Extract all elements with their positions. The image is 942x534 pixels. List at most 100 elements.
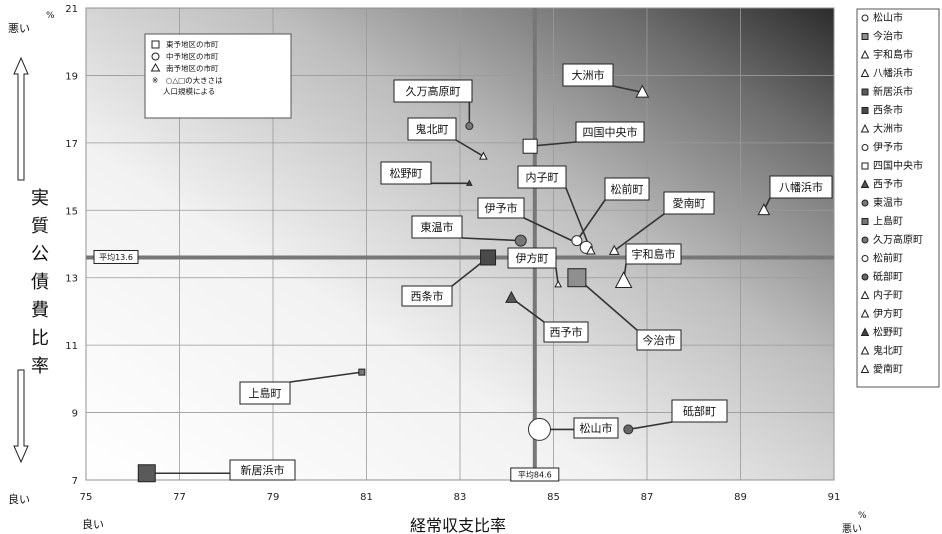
- point-label: 内子町: [526, 170, 559, 184]
- legend-marker: [861, 273, 869, 281]
- legend-entry: 伊予市: [873, 141, 903, 154]
- point-label-box: [663, 191, 715, 215]
- point-label: 今治市: [643, 333, 676, 347]
- x-tick-label: 87: [641, 492, 654, 503]
- legend-entry: 鬼北町: [873, 344, 903, 357]
- point-label: 砥部町: [683, 404, 716, 418]
- inset-legend-text: 南予地区の市町: [166, 63, 219, 73]
- legend-entry: 今治市: [873, 30, 903, 43]
- y-tick-label: 9: [72, 409, 78, 420]
- point-label: 西条市: [411, 289, 444, 303]
- point-label: 久万高原町: [406, 84, 461, 98]
- y-good-label: 良い: [8, 492, 30, 506]
- point-label-box: [625, 243, 682, 265]
- inset-legend-text: 中予地区の市町: [166, 51, 219, 61]
- point-label: 大洲市: [572, 68, 605, 82]
- point-3: [757, 203, 771, 216]
- legend-entry: 西条市: [873, 104, 903, 117]
- legend-marker: [861, 199, 869, 207]
- point-label-box: [636, 329, 682, 351]
- legend-entry: 東温市: [873, 196, 903, 209]
- legend-marker: [860, 68, 870, 77]
- x-unit-label: %: [858, 511, 867, 521]
- point-2: [614, 271, 633, 288]
- x-tick-label: 91: [828, 492, 841, 503]
- x-good-label: 良い: [82, 517, 104, 531]
- leader-line: [613, 213, 665, 252]
- y-axis-title-char: 公: [31, 244, 49, 265]
- point-label-box: [411, 215, 463, 239]
- point-label: 新居浜市: [241, 463, 285, 477]
- legend-entry: 西予市: [873, 178, 903, 191]
- point-label: 四国中央市: [583, 125, 638, 139]
- point-label-box: [239, 381, 291, 405]
- leader-line: [576, 199, 606, 242]
- down-arrow-icon: [13, 369, 29, 464]
- point-label: 東温市: [421, 220, 454, 234]
- x-tick-label: 75: [80, 492, 93, 503]
- legend-marker: [861, 88, 869, 96]
- legend-entry: 上島町: [873, 215, 903, 228]
- point-label-box: [769, 175, 833, 199]
- point-label-box: [229, 459, 296, 481]
- y-tick-label: 21: [65, 4, 78, 15]
- x-tick-label: 85: [547, 492, 560, 503]
- average-y-label-box: [93, 249, 139, 264]
- y-tick-label: 17: [65, 139, 78, 150]
- point-label: 西予市: [550, 325, 583, 339]
- point-label-box: [517, 165, 567, 189]
- point-label-box: [575, 121, 645, 143]
- point-label: 伊予市: [485, 201, 518, 215]
- x-tick-label: 81: [360, 492, 373, 503]
- point-label: 愛南町: [673, 197, 706, 210]
- leader-line: [530, 141, 577, 148]
- leader-line: [628, 421, 673, 431]
- point-label-box: [573, 417, 619, 439]
- x-tick-label: 89: [734, 492, 747, 503]
- inset-legend-text: 東予地区の市町: [166, 39, 219, 49]
- point-5: [480, 249, 497, 266]
- inset-circle-icon: [151, 52, 160, 61]
- legend-marker: [861, 144, 869, 151]
- y-unit-label: %: [46, 11, 55, 21]
- y-tick-label: 19: [65, 71, 78, 82]
- point-label: 伊方町: [516, 251, 549, 265]
- point-0: [527, 417, 551, 441]
- point-1: [567, 268, 587, 288]
- point-16: [554, 280, 563, 288]
- point-18: [479, 151, 488, 160]
- point-6: [635, 84, 650, 98]
- legend-entry: 内子町: [873, 289, 903, 302]
- point-label-box: [407, 117, 457, 141]
- leader-line: [576, 277, 638, 331]
- x-tick-label: 83: [454, 492, 467, 503]
- legend-marker: [861, 218, 869, 225]
- legend-marker: [861, 107, 869, 114]
- y-axis-title-char: 費: [31, 300, 49, 321]
- y-axis-title-char: 実: [31, 188, 49, 209]
- legend-entry: 新居浜市: [873, 85, 913, 98]
- point-label-box: [604, 177, 650, 201]
- point-8: [522, 138, 538, 154]
- legend-marker: [861, 33, 869, 40]
- average-x-label: 平均84.6: [518, 470, 552, 480]
- x-axis-title: 経常収支比率: [410, 516, 506, 534]
- leader-line: [461, 237, 521, 242]
- point-13: [571, 235, 583, 247]
- point-label: 松山市: [580, 421, 613, 435]
- x-tick-label: 79: [267, 492, 280, 503]
- up-arrow-icon: [13, 56, 29, 181]
- y-axis-title-char: 比: [31, 328, 49, 349]
- point-15: [586, 245, 596, 255]
- legend-marker: [860, 364, 870, 373]
- point-label: 松野町: [390, 166, 423, 180]
- y-tick-label: 13: [65, 274, 78, 285]
- point-label: 八幡浜市: [779, 180, 823, 194]
- inset-triangle-icon: [150, 62, 161, 72]
- y-tick-label: 15: [65, 206, 78, 217]
- y-tick-label: 11: [65, 341, 78, 352]
